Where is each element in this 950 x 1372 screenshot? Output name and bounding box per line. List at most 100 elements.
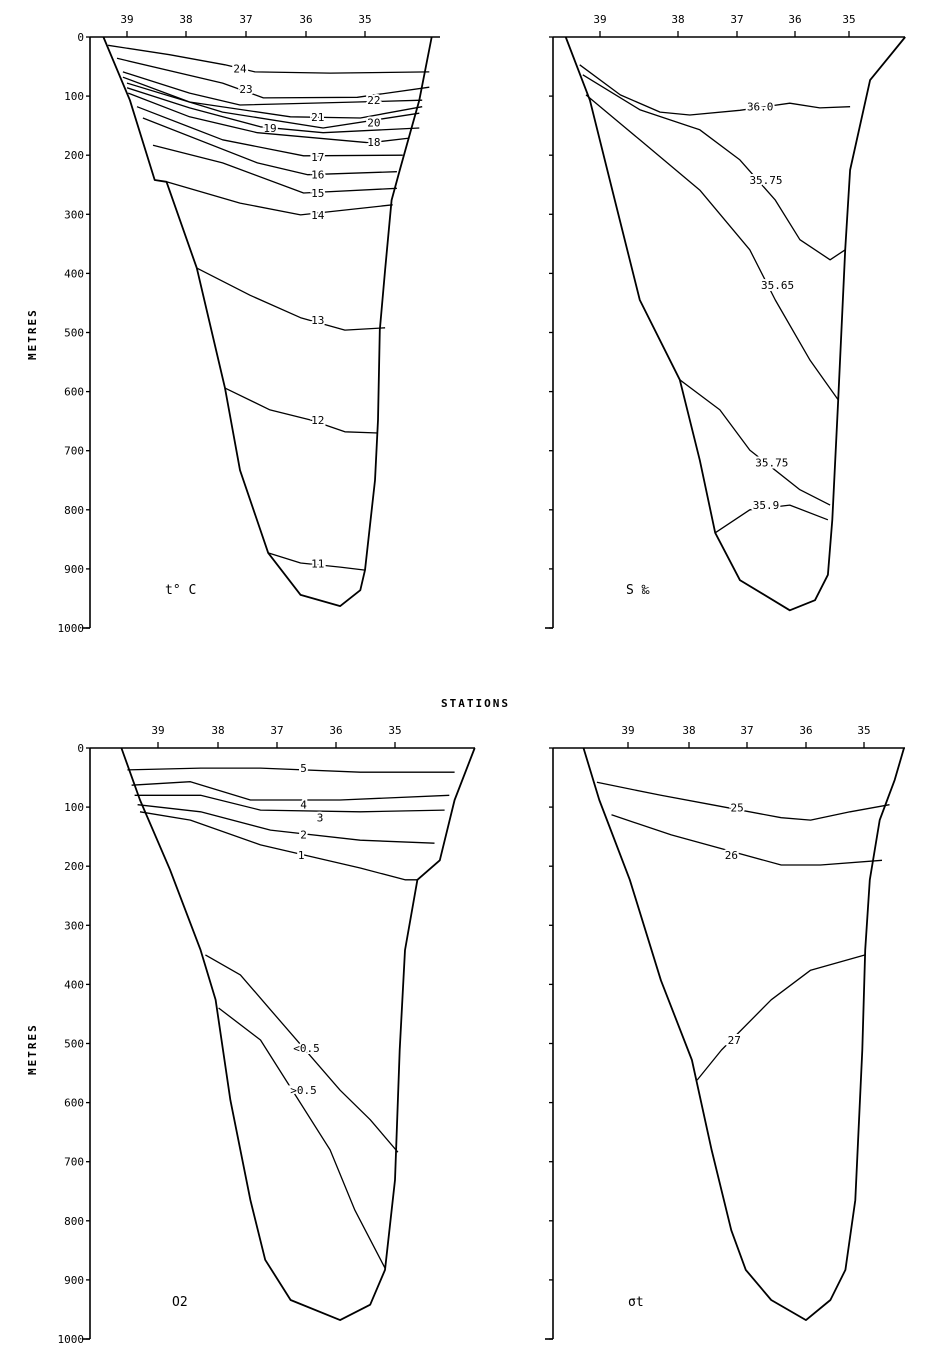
seafloor-outline: [102, 36, 433, 607]
contour-label: 2: [300, 828, 307, 841]
contour-line-18: [127, 92, 410, 144]
depth-tick-label: 1000: [58, 622, 85, 635]
contour-label: 21: [311, 111, 324, 124]
contour-label: 35.75: [749, 174, 782, 187]
station-tick-label: 39: [593, 13, 606, 26]
contour-label: 19: [263, 122, 276, 135]
contour-line-11: [268, 552, 366, 571]
station-tick-label: 37: [239, 13, 252, 26]
contour-line-13: [196, 267, 386, 331]
panel-title: S ‰: [626, 583, 650, 598]
station-tick-label: 39: [120, 13, 133, 26]
contour-line-22: [122, 71, 423, 106]
station-tick-label: 36: [788, 13, 801, 26]
contour-label: 27: [728, 1034, 741, 1047]
station-tick-label: 38: [179, 13, 192, 26]
contour-label: 23: [239, 83, 252, 96]
contour-line-1: [139, 811, 418, 881]
panel-title: t° C: [165, 583, 196, 598]
panel-title: σt: [628, 1295, 644, 1310]
station-tick-label: 38: [671, 13, 684, 26]
contour-label: 24: [233, 62, 247, 75]
depth-tick-label: 400: [64, 267, 84, 280]
station-tick-label: 36: [299, 13, 312, 26]
depth-tick-label: 300: [64, 208, 84, 221]
contour-label: 35.65: [761, 279, 794, 292]
contour-line-15: [152, 144, 397, 194]
contour-line-26: [611, 814, 883, 866]
x-axis-label-stations: STATIONS: [441, 697, 510, 710]
depth-tick-label: 600: [64, 1097, 84, 1110]
contour-label: 35.9: [753, 499, 780, 512]
panel-sigma-t: 39 38 37 36 35 25 26 27 σt: [545, 724, 905, 1340]
contour-label: 14: [311, 209, 325, 222]
depth-tick-label: 400: [64, 978, 84, 991]
contour-label: >0.5: [290, 1084, 317, 1097]
contour-label: 11: [311, 558, 324, 571]
contour-line-0.5: [218, 1007, 386, 1269]
contour-line-20: [126, 82, 420, 129]
station-tick-label: 38: [211, 724, 224, 737]
depth-tick-label: 700: [64, 1156, 84, 1169]
station-tick-label: 36: [799, 724, 812, 737]
seafloor-outline: [582, 747, 905, 1321]
panel-oxygen: 0 100 200 300 400 500 600 700 800 900 1000 39 38 37 36…: [58, 724, 476, 1346]
contour-line-14: [166, 181, 393, 216]
contour-line-25: [596, 781, 890, 821]
contour-line-27: [696, 954, 866, 1081]
contour-line-21: [122, 76, 423, 119]
contour-label: <0.5: [293, 1042, 320, 1055]
station-tick-label: 35: [388, 724, 401, 737]
contour-label: 16: [311, 169, 324, 182]
depth-tick-label: 300: [64, 919, 84, 932]
contour-label: 15: [311, 187, 324, 200]
contour-line-35.75: [582, 74, 846, 261]
depth-tick-label: 900: [64, 563, 84, 576]
contour-line-12: [224, 387, 379, 434]
depth-tick-label: 700: [64, 445, 84, 458]
depth-tick-label: 500: [64, 1038, 84, 1051]
panel-title: O2: [172, 1295, 188, 1310]
seafloor-outline: [564, 36, 906, 612]
contour-line-35.75: [679, 379, 831, 506]
station-tick-label: 37: [730, 13, 743, 26]
contour-line-3: [134, 794, 445, 813]
contour-line-24: [108, 44, 430, 74]
depth-tick-label: 600: [64, 386, 84, 399]
contour-line-35.65: [585, 94, 839, 401]
station-tick-label: 35: [358, 13, 371, 26]
contour-line-17: [136, 106, 403, 157]
contour-label: 12: [311, 414, 324, 427]
depth-tick-label: 500: [64, 327, 84, 340]
contour-label: 5: [300, 762, 307, 775]
contour-line-36.0: [579, 64, 851, 116]
y-axis-label-metres-bottom: METRES: [26, 1023, 39, 1075]
depth-tick-label: 800: [64, 1215, 84, 1228]
contour-label: 35.75: [755, 457, 788, 470]
station-tick-label: 39: [621, 724, 634, 737]
contour-line-2: [137, 804, 435, 844]
contour-label: 3: [317, 812, 324, 825]
station-tick-label: 35: [842, 13, 855, 26]
depth-tick-label: 1000: [58, 1333, 85, 1346]
station-tick-label: 38: [682, 724, 695, 737]
contour-line-35.9: [714, 504, 829, 534]
station-tick-label: 36: [329, 724, 342, 737]
depth-tick-label: 200: [64, 860, 84, 873]
station-tick-label: 35: [857, 724, 870, 737]
contour-line-4: [131, 781, 450, 801]
station-tick-label: 39: [151, 724, 164, 737]
contour-label: 22: [367, 94, 380, 107]
contour-label: 18: [367, 136, 380, 149]
depth-tick-label: 0: [77, 31, 84, 44]
depth-tick-label: 100: [64, 90, 84, 103]
y-axis-label-metres-top: METRES: [26, 308, 39, 360]
contour-label: 13: [311, 314, 324, 327]
panel-temperature: 0 100 200 300 400 500 600 700 800 900 1000 39 38 37 36…: [58, 13, 440, 635]
contour-label: 1: [298, 849, 305, 862]
depth-tick-label: 100: [64, 801, 84, 814]
station-tick-label: 37: [270, 724, 283, 737]
panel-salinity: 39 38 37 36 35 36.0 35.75 35.65 35.75 35.9 S ‰: [545, 13, 906, 629]
contour-line-19: [126, 87, 420, 134]
